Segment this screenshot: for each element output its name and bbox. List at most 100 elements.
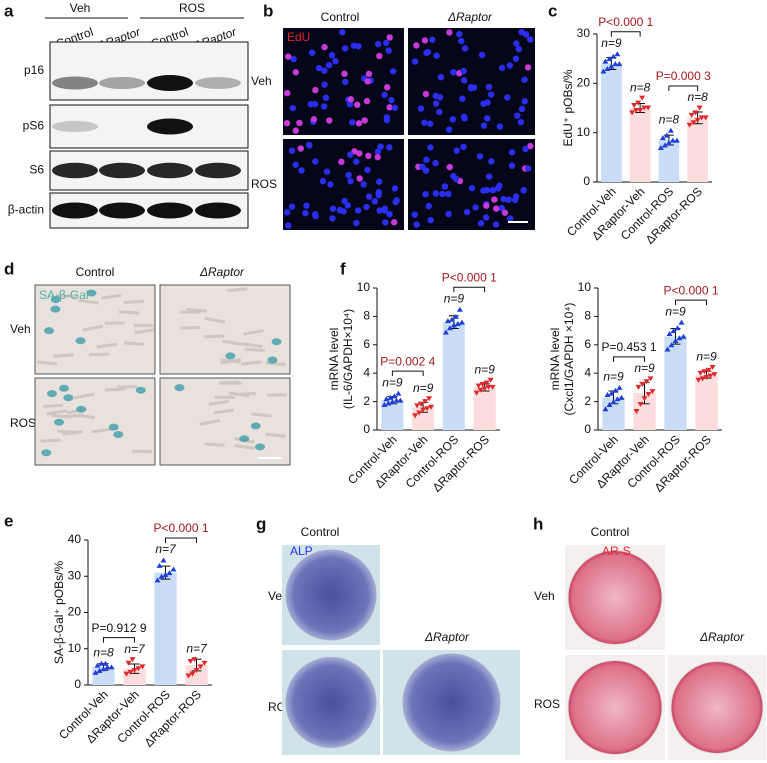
nucleus xyxy=(496,123,504,130)
nucleus xyxy=(346,100,354,108)
panel-letter: c xyxy=(548,1,557,20)
nucleus xyxy=(389,68,397,75)
data-point xyxy=(629,110,636,116)
nucleus xyxy=(323,168,331,175)
data-point xyxy=(692,110,699,116)
band xyxy=(52,202,98,219)
data-point xyxy=(663,132,670,138)
data-point xyxy=(428,404,435,410)
nucleus xyxy=(310,116,318,123)
nucleus xyxy=(423,49,430,57)
data-point xyxy=(659,135,666,141)
cell xyxy=(213,408,235,415)
nucleus xyxy=(498,64,506,72)
nucleus xyxy=(484,99,491,106)
nucleus xyxy=(327,181,334,188)
data-point xyxy=(633,107,640,113)
data-point xyxy=(664,346,671,352)
data-point xyxy=(485,384,492,390)
col-label: ΔRaptor xyxy=(424,630,470,644)
nucleus xyxy=(413,221,420,228)
nucleus xyxy=(489,186,497,194)
nucleus xyxy=(423,156,430,164)
cell xyxy=(123,341,145,346)
nucleus xyxy=(468,184,476,192)
nucleus xyxy=(349,119,356,126)
nucleus xyxy=(292,69,299,76)
bar xyxy=(185,665,208,685)
data-point xyxy=(475,383,482,389)
nucleus xyxy=(356,150,363,157)
bar xyxy=(412,407,435,430)
nucleus xyxy=(353,158,360,165)
data-point xyxy=(711,372,718,378)
bar xyxy=(601,63,622,182)
cell xyxy=(199,418,220,426)
y-axis-label: EdU⁺ pOBs/% xyxy=(561,69,575,146)
stain-label: AR-S xyxy=(602,544,631,558)
data-point xyxy=(94,662,101,668)
nucleus xyxy=(360,181,367,188)
nucleus xyxy=(382,219,389,226)
row-label: S6 xyxy=(29,163,44,177)
nucleus xyxy=(477,220,485,227)
col-label: ΔRaptor xyxy=(447,10,493,24)
nucleus xyxy=(476,153,484,160)
data-point xyxy=(187,658,194,664)
y-tick-label: 8 xyxy=(363,309,370,323)
cell xyxy=(186,307,208,313)
nucleus xyxy=(522,145,529,153)
data-point xyxy=(669,137,676,143)
data-point xyxy=(661,142,668,148)
stained-cell xyxy=(174,384,185,392)
row-label: Veh xyxy=(534,589,555,603)
data-point xyxy=(612,387,619,393)
significance-bracket xyxy=(391,370,424,377)
data-point xyxy=(104,664,111,670)
data-point xyxy=(698,115,705,121)
nucleus xyxy=(419,163,426,171)
nucleus xyxy=(427,217,434,224)
band xyxy=(147,202,193,219)
data-point xyxy=(608,63,615,69)
data-point xyxy=(612,61,619,67)
stained-cell xyxy=(75,337,86,345)
nucleus xyxy=(422,90,430,98)
data-point xyxy=(127,669,134,675)
data-point xyxy=(483,380,490,386)
nucleus xyxy=(386,144,393,151)
data-point xyxy=(647,376,654,382)
data-point xyxy=(602,406,609,412)
data-point xyxy=(635,100,642,106)
nucleus xyxy=(347,151,354,158)
data-point xyxy=(381,401,388,407)
stained-cell xyxy=(225,352,236,360)
data-point xyxy=(610,399,617,405)
data-point xyxy=(98,660,105,666)
data-point xyxy=(156,562,163,568)
n-label: n=9 xyxy=(696,350,717,364)
nucleus xyxy=(413,42,420,49)
nucleus xyxy=(319,177,327,185)
nucleus xyxy=(283,119,291,127)
nucleus xyxy=(511,196,519,204)
n-label: n=9 xyxy=(634,361,655,375)
nucleus xyxy=(288,147,296,154)
cell xyxy=(227,287,248,292)
nucleus xyxy=(375,191,382,199)
band xyxy=(147,118,193,135)
bar xyxy=(687,117,708,182)
panel-letter: d xyxy=(4,259,14,278)
stained-cell xyxy=(46,390,57,398)
nucleus xyxy=(445,126,453,133)
col-label: Control xyxy=(591,525,630,539)
nucleus xyxy=(432,100,440,107)
nucleus xyxy=(426,120,434,127)
nucleus xyxy=(484,115,491,122)
nucleus xyxy=(312,212,319,220)
nucleus xyxy=(505,196,512,203)
well xyxy=(401,652,502,753)
nucleus xyxy=(460,143,467,151)
nucleus xyxy=(350,42,358,49)
y-tick-label: 6 xyxy=(584,337,591,351)
